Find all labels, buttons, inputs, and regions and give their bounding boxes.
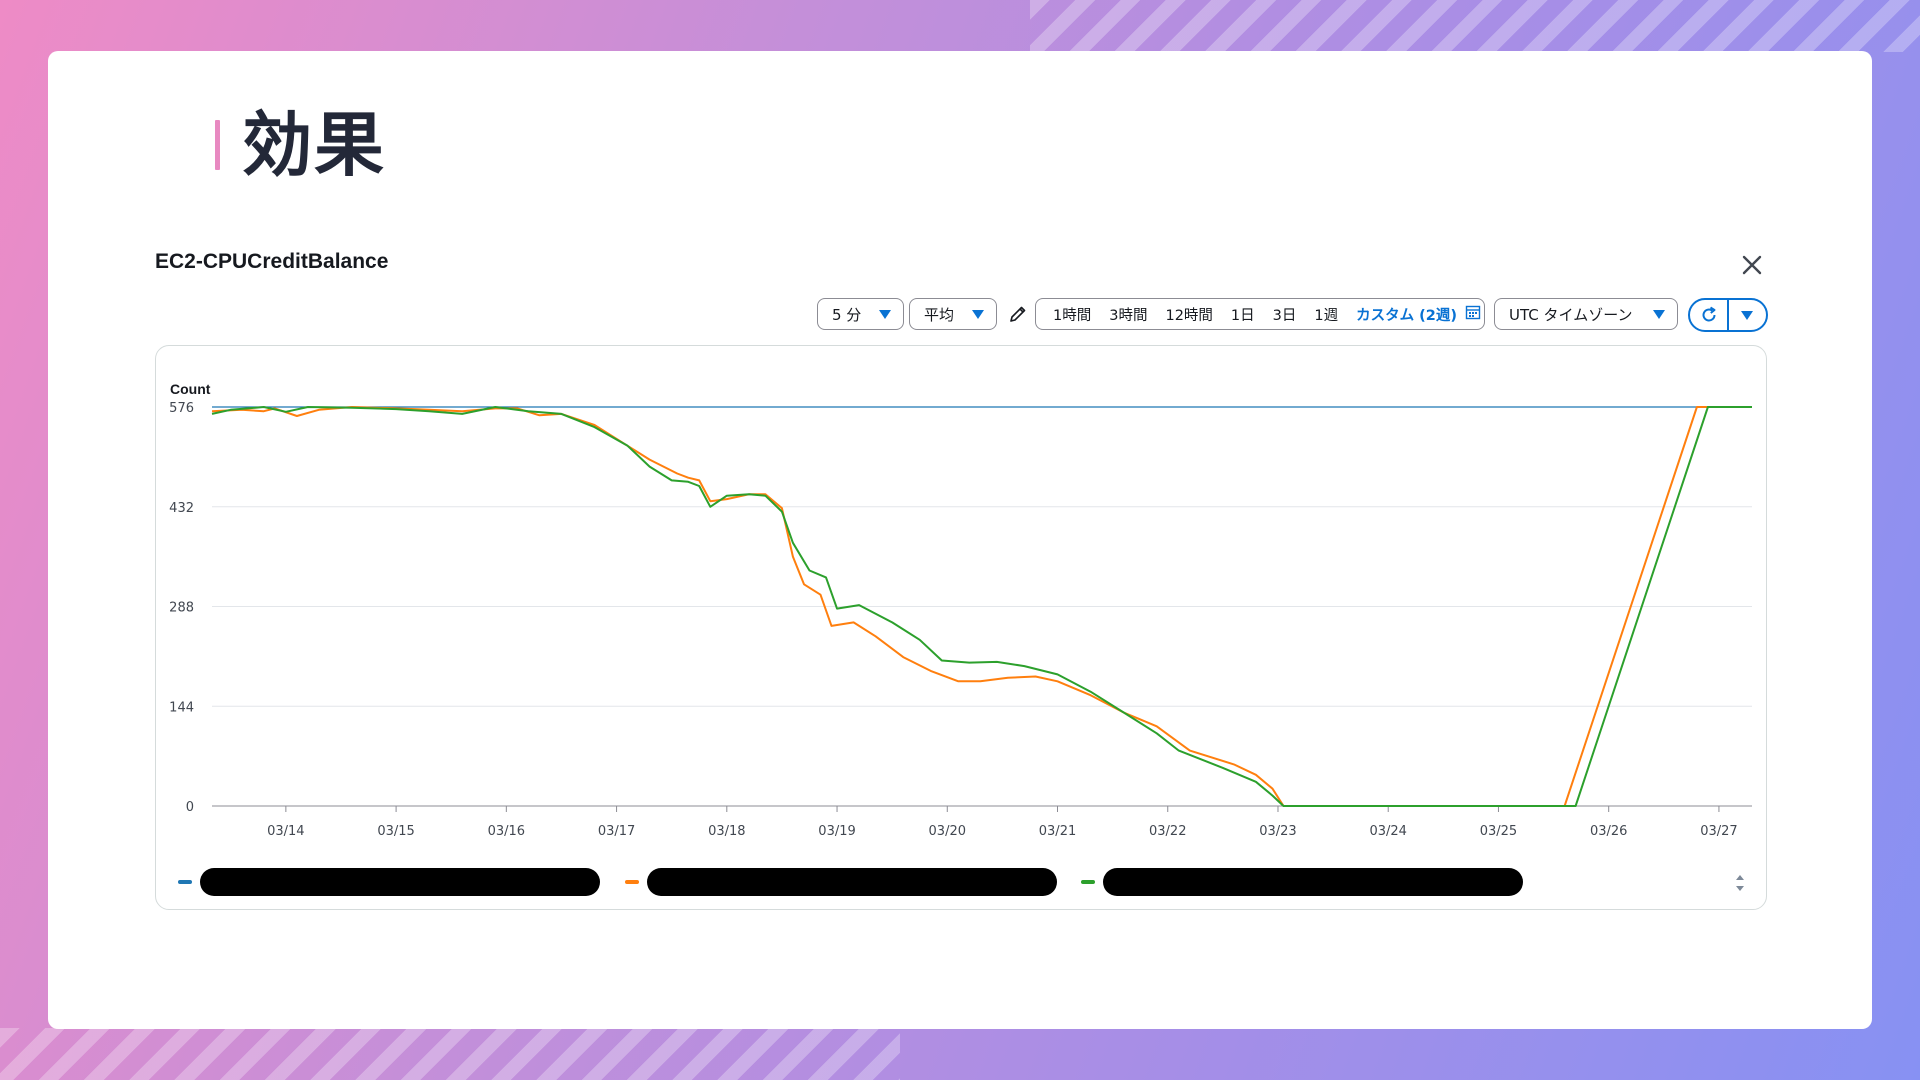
legend-item[interactable] (178, 866, 600, 898)
legend-scroll-icon[interactable] (1734, 872, 1746, 898)
x-tick-label: 03/22 (1149, 824, 1186, 839)
x-tick-label: 03/17 (598, 824, 635, 839)
range-option-3h[interactable]: 3時間 (1109, 307, 1148, 324)
pencil-icon[interactable] (1008, 304, 1028, 328)
widget-title: EC2-CPUCreditBalance (155, 250, 389, 273)
refresh-icon[interactable] (1690, 300, 1727, 330)
y-tick-label: 432 (169, 501, 194, 516)
decorative-stripes-bottom (0, 1028, 900, 1080)
timezone-value: UTC タイムゾーン (1509, 305, 1633, 324)
chart-container: Count 0 144 288 432 576 03/14 03/15 03/16 03/17 03… (155, 345, 1767, 910)
calendar-icon[interactable] (1465, 304, 1481, 324)
refresh-divider (1727, 300, 1729, 330)
x-tick-label: 03/16 (488, 824, 525, 839)
metrics-toolbar: 5 分 平均 1時間 3時間 12時間 1日 3日 1週 カスタム (2週) U… (0, 298, 1920, 332)
refresh-button-group (1688, 298, 1768, 332)
x-tick-label: 03/23 (1259, 824, 1296, 839)
period-dropdown[interactable]: 5 分 (817, 298, 904, 330)
y-tick-label: 576 (169, 401, 194, 416)
x-tick-label: 03/27 (1700, 824, 1737, 839)
range-option-1h[interactable]: 1時間 (1053, 307, 1092, 324)
line-chart: Count 0 144 288 432 576 03/14 03/15 03/16 03/17 03… (169, 381, 1752, 839)
series-line-3 (211, 406, 1752, 807)
legend-redacted-label (1103, 868, 1523, 896)
x-tick-label: 03/15 (377, 824, 414, 839)
x-tick-label: 03/14 (267, 824, 304, 839)
close-icon[interactable] (1735, 248, 1769, 282)
page-title-wrap: 効果 (215, 110, 386, 180)
range-option-12h[interactable]: 12時間 (1165, 307, 1213, 324)
y-tick-label: 0 (186, 800, 194, 815)
chart-legend (156, 866, 1766, 898)
legend-redacted-label (647, 868, 1057, 896)
x-tick-label: 03/25 (1480, 824, 1517, 839)
statistic-dropdown[interactable]: 平均 (909, 298, 997, 330)
time-range-selector: 1時間 3時間 12時間 1日 3日 1週 カスタム (2週) (1035, 298, 1485, 330)
range-option-3d[interactable]: 3日 (1272, 307, 1297, 324)
legend-swatch (625, 880, 639, 884)
y-tick-label: 288 (169, 601, 194, 616)
statistic-value: 平均 (924, 305, 955, 324)
legend-swatch (1081, 880, 1095, 884)
legend-item[interactable] (1081, 866, 1523, 898)
y-axis-label: Count (170, 381, 211, 397)
y-tick-label: 144 (169, 700, 194, 715)
timezone-dropdown[interactable]: UTC タイムゾーン (1494, 298, 1678, 330)
range-option-1d[interactable]: 1日 (1230, 307, 1255, 324)
x-tick-label: 03/19 (818, 824, 855, 839)
title-accent-bar (215, 120, 220, 170)
x-tick-label: 03/20 (929, 824, 966, 839)
range-option-custom[interactable]: カスタム (2週) (1356, 307, 1458, 324)
caret-down-icon (972, 309, 984, 319)
decorative-stripes-top (1030, 0, 1920, 52)
x-tick-label: 03/24 (1369, 824, 1406, 839)
caret-down-icon (1653, 309, 1665, 319)
page-title: 効果 (242, 104, 386, 186)
x-tick-label: 03/21 (1039, 824, 1076, 839)
period-value: 5 分 (832, 305, 862, 324)
caret-down-icon (879, 309, 891, 319)
caret-down-icon (1741, 310, 1754, 320)
legend-item[interactable] (625, 866, 1057, 898)
x-tick-label: 03/26 (1590, 824, 1627, 839)
legend-redacted-label (200, 868, 600, 896)
x-tick-label: 03/18 (708, 824, 745, 839)
legend-swatch (178, 880, 192, 884)
refresh-options-dropdown[interactable] (1729, 300, 1766, 330)
range-option-1w[interactable]: 1週 (1314, 307, 1339, 324)
series-line-2 (211, 406, 1752, 807)
